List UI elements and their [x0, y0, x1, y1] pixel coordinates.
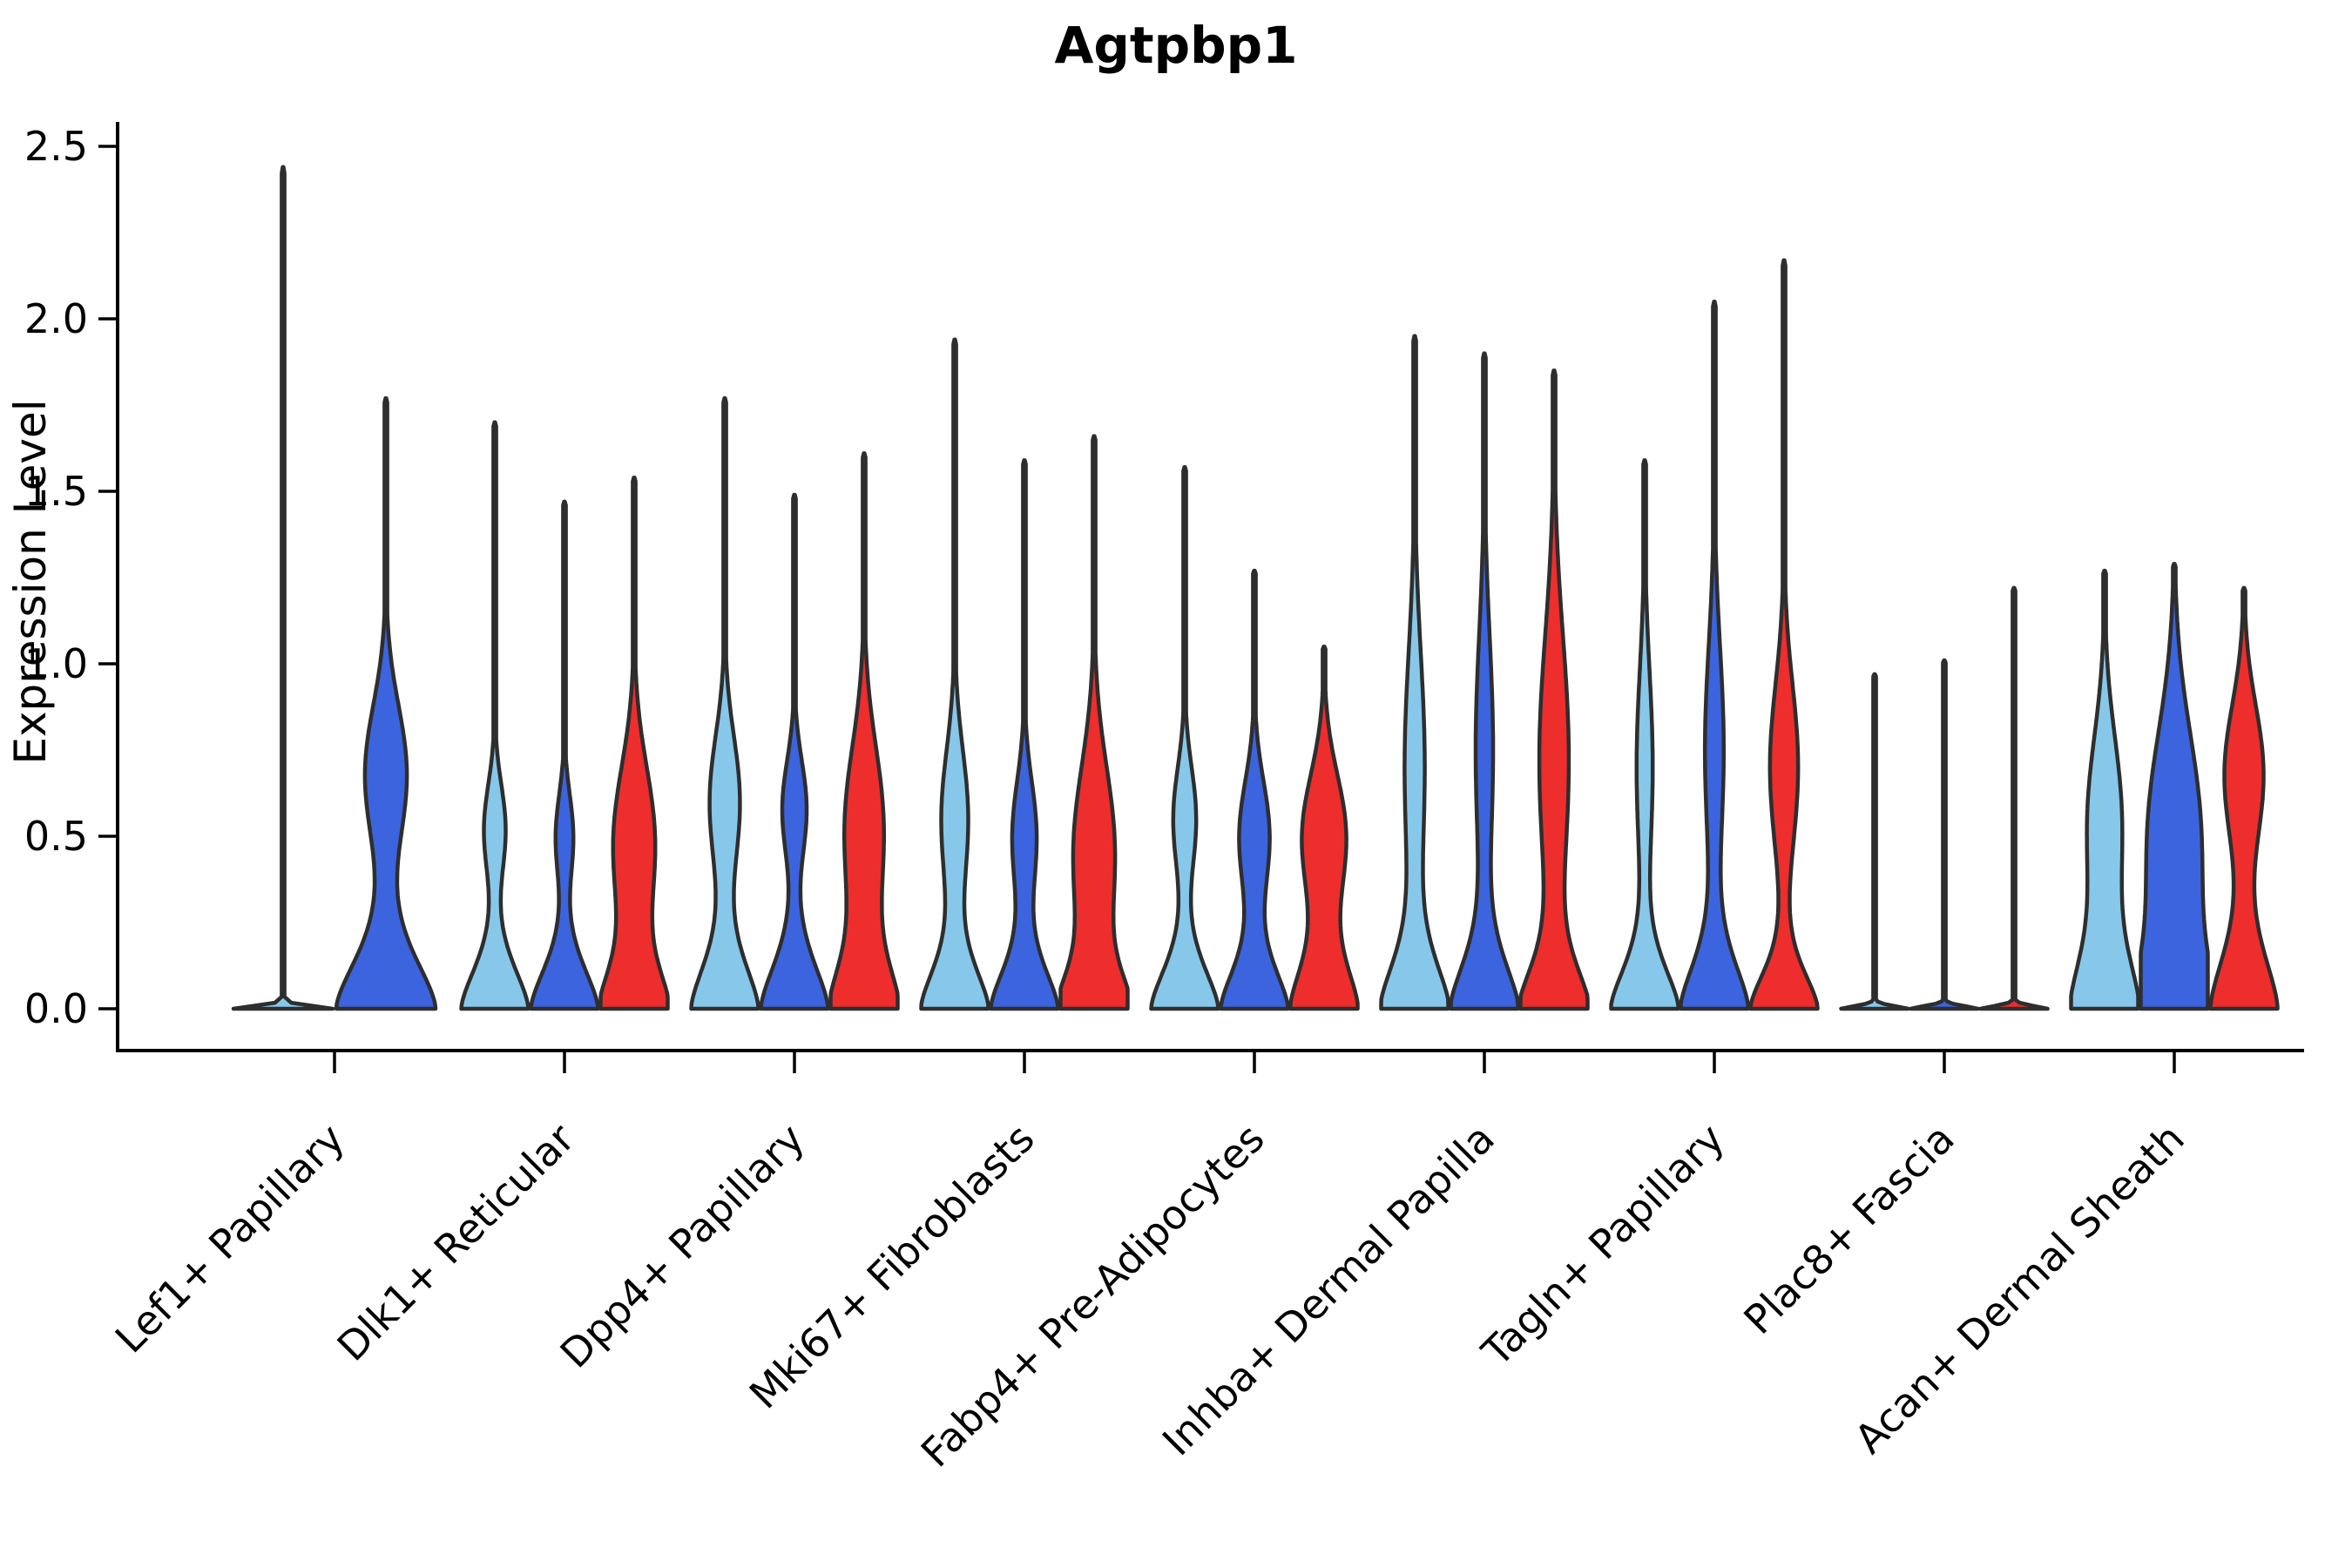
chart-title: Agtpbp1 — [1054, 16, 1297, 75]
violin-group-layer — [231, 165, 2280, 1011]
violin-sample-light-blue-mki67 — [919, 337, 990, 1011]
violin-sample-royal-blue-plac8 — [1909, 658, 1980, 1011]
violin-sample-red-fabp4 — [1288, 644, 1360, 1011]
violin-sample-light-blue-acan — [2069, 568, 2140, 1011]
violin-sample-royal-blue-dlk1 — [529, 499, 600, 1011]
violin-sample-red-plac8 — [1978, 585, 2050, 1011]
violin-sample-red-mki67 — [1058, 434, 1130, 1011]
y-tick-label: 1.5 — [24, 468, 88, 515]
violin-sample-light-blue-fabp4 — [1149, 465, 1220, 1011]
violin-sample-light-blue-dlk1 — [459, 420, 531, 1011]
violin-sample-red-inhba — [1518, 368, 1590, 1011]
violin-sample-red-acan — [2208, 585, 2280, 1011]
violin-sample-light-blue-plac8 — [1839, 672, 1910, 1011]
violin-sample-red-tagln — [1748, 258, 1820, 1011]
y-tick-label: 2.0 — [24, 295, 88, 342]
y-axis-label: Expression Level — [5, 399, 56, 764]
violin-sample-royal-blue-dpp4 — [759, 492, 830, 1011]
violin-sample-red-dpp4 — [828, 451, 900, 1011]
y-tick-label: 0.0 — [24, 985, 88, 1032]
violin-sample-royal-blue-tagln — [1679, 299, 1750, 1011]
violin-sample-light-blue-inhba — [1379, 334, 1450, 1011]
violin-sample-royal-blue-acan — [2139, 561, 2210, 1011]
violin-sample-red-dlk1 — [598, 475, 670, 1011]
axes-layer — [116, 122, 2304, 1052]
violin-sample-light-blue-lef1 — [231, 165, 335, 1011]
y-tick-label: 1.0 — [24, 640, 88, 687]
y-tick-layer: 0.0 0.5 1.0 1.5 2.0 2.5 — [24, 123, 118, 1032]
y-tick-label: 2.5 — [24, 123, 88, 170]
violin-sample-royal-blue-lef1 — [334, 395, 438, 1011]
violin-sample-royal-blue-mki67 — [989, 458, 1060, 1011]
violin-sample-royal-blue-fabp4 — [1219, 568, 1290, 1011]
violin-sample-royal-blue-inhba — [1449, 351, 1520, 1011]
violin-sample-light-blue-tagln — [1609, 458, 1680, 1011]
y-tick-label: 0.5 — [24, 813, 88, 860]
violin-sample-light-blue-dpp4 — [689, 395, 760, 1011]
